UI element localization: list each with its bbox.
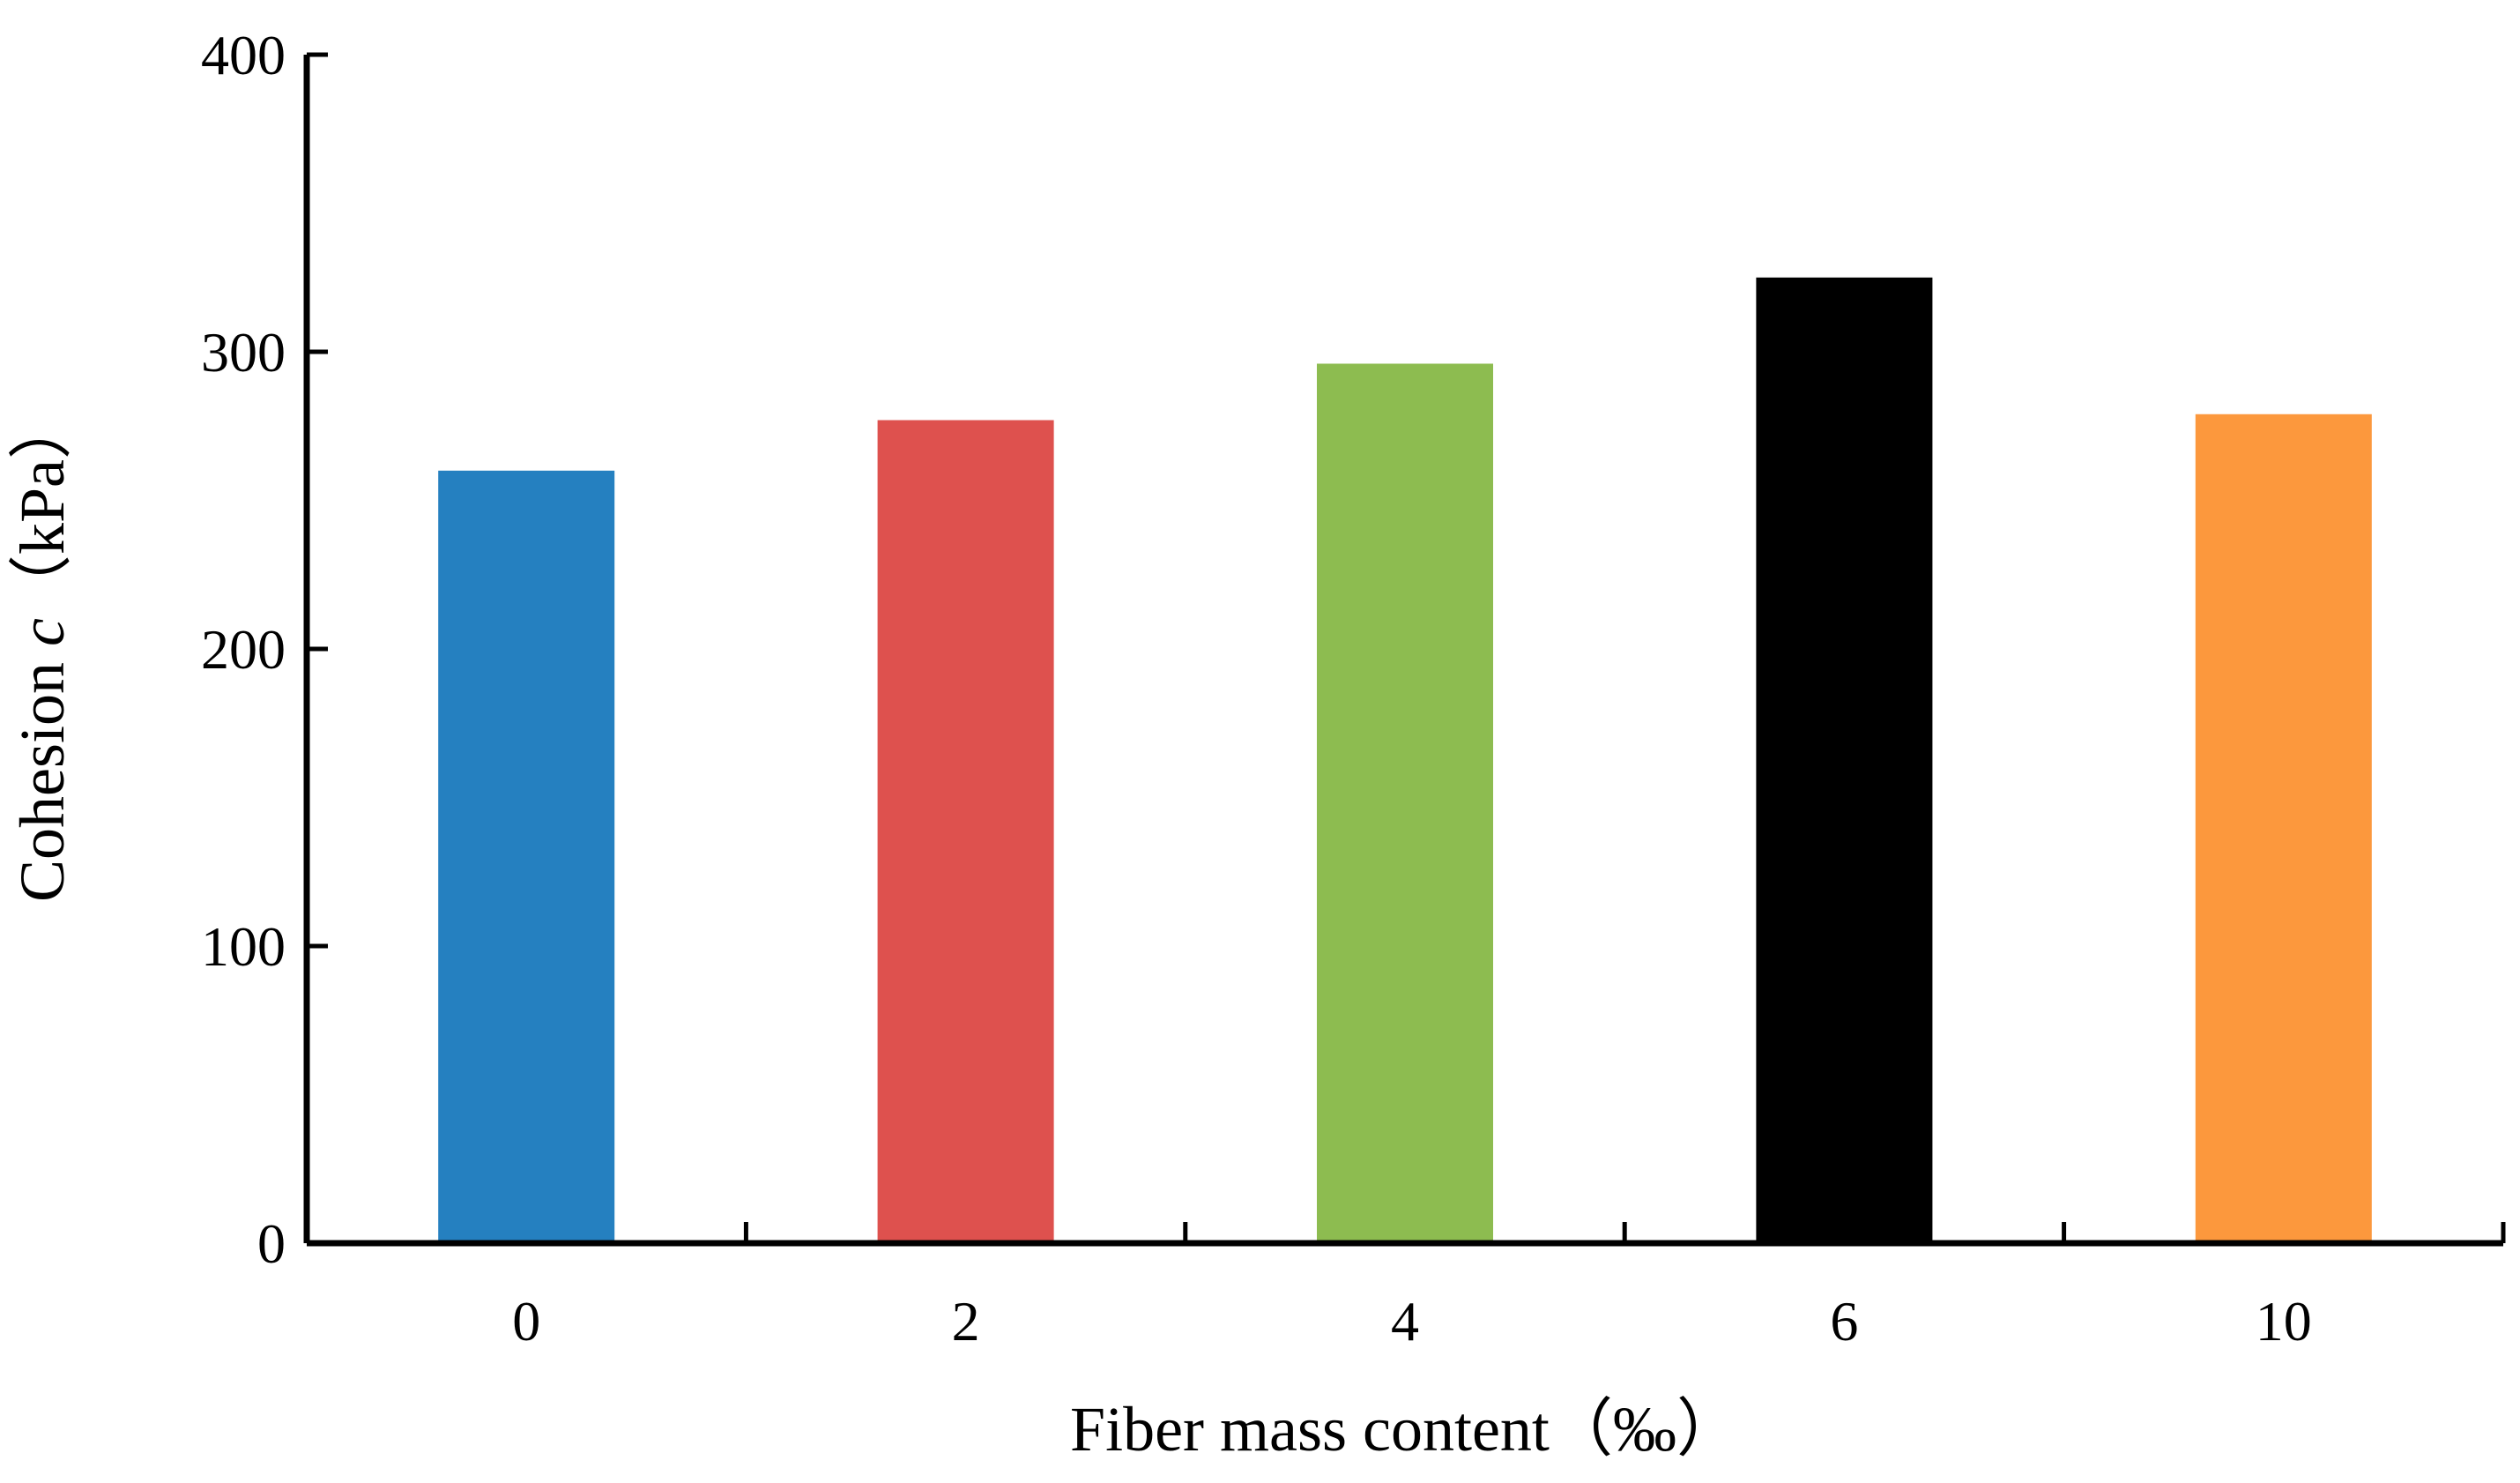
x-axis-title: Fiber mass content（‰）	[1070, 1394, 1740, 1464]
bar-0	[438, 470, 615, 1243]
bar-2	[877, 420, 1054, 1243]
bars-layer	[438, 277, 2372, 1244]
bar-10	[2195, 414, 2372, 1243]
y-tick-label: 100	[201, 915, 286, 978]
x-tick-label: 6	[1830, 1290, 1858, 1353]
x-axis-title-unit: （‰）	[1550, 1394, 1740, 1464]
y-axis-title-text: Cohesion	[7, 646, 78, 902]
y-tick-label: 300	[201, 321, 286, 384]
y-tick-label: 0	[257, 1212, 286, 1275]
y-axis-title-unit: （kPa）	[7, 396, 78, 618]
x-tick-label: 10	[2256, 1290, 2312, 1353]
y-tick-label: 400	[201, 24, 286, 86]
y-axis-title-symbol: c	[7, 618, 78, 646]
x-tick-label: 0	[512, 1290, 540, 1353]
x-tick-label: 4	[1391, 1290, 1419, 1353]
y-axis-ticks: 0 100 200 300 400	[201, 24, 328, 1275]
bar-4	[1317, 363, 1493, 1244]
y-tick-label: 200	[201, 618, 286, 681]
y-axis-title: Cohesion c（kPa）	[7, 396, 78, 902]
x-axis-title-text: Fiber mass content	[1070, 1394, 1550, 1464]
bar-6	[1756, 277, 1933, 1243]
x-axis-ticks: 0 2 4 6 10	[304, 1222, 2506, 1353]
x-tick-label: 2	[952, 1290, 980, 1353]
